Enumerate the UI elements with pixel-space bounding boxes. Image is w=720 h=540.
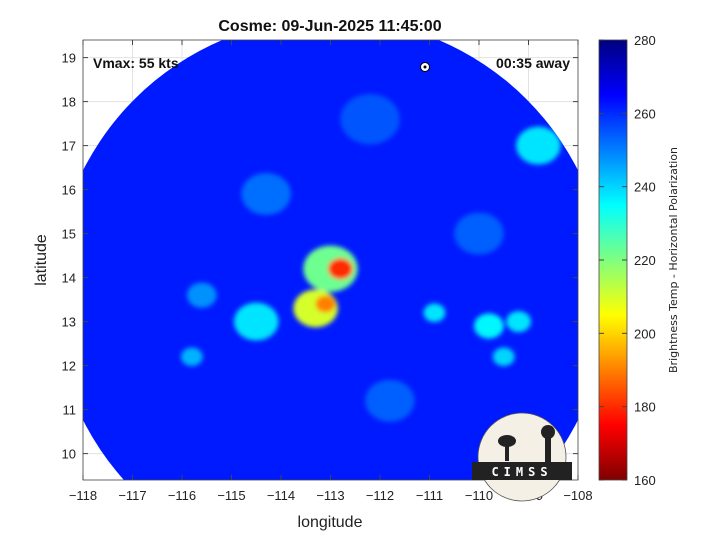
brightness-feature xyxy=(516,126,561,165)
brightness-feature xyxy=(181,347,203,367)
colorbar-label: Brightness Temp - Horizontal Polarizatio… xyxy=(667,147,680,373)
colorbar-tick-label: 240 xyxy=(634,180,656,195)
brightness-feature xyxy=(506,311,531,333)
x-tick-label: −117 xyxy=(118,488,146,503)
brightness-feature xyxy=(241,172,291,216)
brightness-feature xyxy=(186,282,217,308)
x-axis-label: longitude xyxy=(298,514,363,531)
colorbar-tick-label: 280 xyxy=(634,33,656,48)
tick-marks: −118−117−116−115−114−113−112−111−110−109… xyxy=(62,40,593,503)
x-tick-label: −115 xyxy=(217,488,245,503)
colorbar-tick-label: 260 xyxy=(634,106,656,121)
y-tick-label: 14 xyxy=(62,271,76,286)
x-tick-label: −118 xyxy=(69,488,97,503)
brightness-feature xyxy=(365,379,415,422)
swath-image xyxy=(83,40,578,480)
brightness-feature xyxy=(492,347,515,367)
y-tick-label: 12 xyxy=(62,359,76,374)
x-tick-label: −114 xyxy=(267,488,295,503)
chart-title: Cosme: 09-Jun-2025 11:45:00 xyxy=(218,18,441,35)
brightness-feature xyxy=(328,258,353,280)
x-tick-label: −116 xyxy=(168,488,196,503)
y-tick-label: 19 xyxy=(62,51,76,66)
x-tick-label: −112 xyxy=(366,488,394,503)
y-tick-label: 13 xyxy=(62,315,76,330)
brightness-feature xyxy=(233,302,279,341)
x-tick-label: −113 xyxy=(316,488,344,503)
y-axis-label: latitude xyxy=(33,234,50,286)
brightness-feature xyxy=(454,212,504,255)
tower-icon xyxy=(545,436,551,462)
colorbar-tick-label: 200 xyxy=(634,326,656,341)
brightness-feature xyxy=(340,93,400,145)
time-away-annotation: 00:35 away xyxy=(496,55,570,71)
brightness-feature xyxy=(315,295,336,313)
vmax-annotation: Vmax: 55 kts xyxy=(93,55,179,71)
logo-label: CIMSS xyxy=(491,465,552,479)
colorbar-ticks: 160 180 200 220 240 260 280 xyxy=(599,33,656,488)
y-tick-label: 18 xyxy=(62,95,76,110)
y-tick-label: 10 xyxy=(62,447,76,462)
x-tick-label: −108 xyxy=(563,488,592,503)
y-tick-label: 11 xyxy=(63,403,77,418)
x-tick-label: −111 xyxy=(416,488,443,503)
water-tank-icon xyxy=(541,425,555,439)
brightness-features xyxy=(181,93,561,422)
dish-icon xyxy=(498,435,516,447)
colorbar-tick-label: 220 xyxy=(634,253,656,268)
brightness-feature xyxy=(474,313,504,339)
dish-stand-icon xyxy=(505,445,509,461)
cimss-logo: CIMSS xyxy=(472,412,572,502)
brightness-feature xyxy=(423,303,446,323)
colorbar-tick-label: 180 xyxy=(634,400,656,415)
x-tick-label: −110 xyxy=(465,488,493,503)
y-tick-label: 17 xyxy=(62,139,76,154)
colorbar-tick-label: 160 xyxy=(634,473,656,488)
storm-marker-icon xyxy=(420,62,430,72)
y-tick-label: 15 xyxy=(62,227,76,242)
logo-band xyxy=(472,462,572,480)
y-tick-label: 16 xyxy=(62,183,76,198)
logo-disc xyxy=(477,412,567,502)
